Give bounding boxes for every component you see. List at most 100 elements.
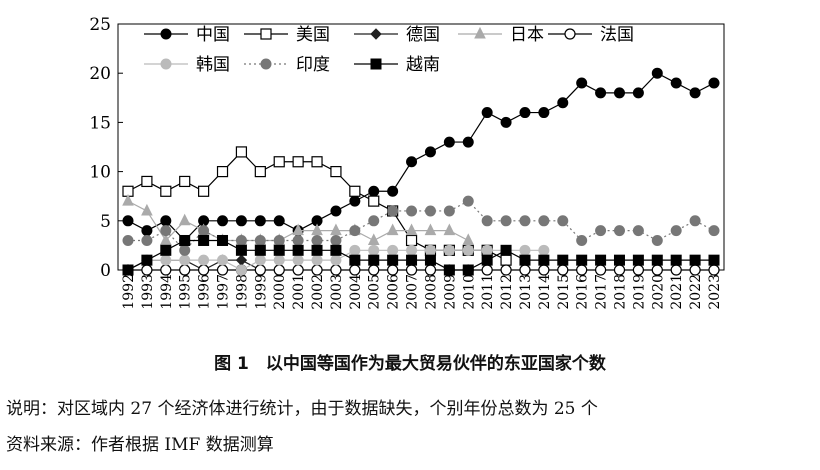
x-tick-label: 2016 (575, 274, 591, 310)
data-point (311, 223, 323, 236)
data-point (311, 244, 323, 256)
data-point (235, 264, 247, 276)
series-0 (122, 67, 720, 246)
data-point (217, 234, 229, 246)
data-point (330, 254, 342, 266)
data-point (424, 264, 437, 276)
data-point (141, 203, 153, 216)
data-point (474, 26, 486, 39)
data-point (311, 264, 323, 276)
data-point (670, 264, 682, 276)
data-point (406, 205, 418, 217)
data-point (613, 254, 625, 266)
data-point (178, 213, 191, 226)
legend-item: 印度 (244, 55, 330, 75)
data-point (424, 223, 437, 236)
data-point (406, 244, 418, 256)
data-point (273, 215, 285, 227)
data-point (576, 254, 588, 266)
data-point (368, 254, 380, 266)
x-tick-label: 1998 (234, 274, 250, 310)
line-chart: 0 5 10 15 20 25 1992 1993 1994 1995 1996 1997 1998 19… (89, 15, 725, 310)
data-point (254, 234, 266, 246)
data-point (160, 264, 172, 276)
data-point (613, 264, 626, 276)
data-point (519, 244, 531, 256)
data-point (481, 264, 493, 276)
data-point (670, 225, 682, 237)
data-point (141, 225, 153, 237)
data-point (500, 244, 512, 256)
data-point (557, 264, 569, 276)
data-point (141, 264, 153, 276)
data-point (179, 244, 191, 256)
data-point (122, 234, 134, 246)
x-tick-label: 2011 (480, 274, 496, 310)
data-point (576, 77, 588, 89)
chart-axes: 0 5 10 15 20 25 1992 1993 1994 1995 1996 1997 1998 19… (89, 15, 725, 310)
data-point (519, 107, 531, 119)
data-point (651, 234, 663, 246)
data-point (160, 28, 172, 40)
y-tick-label: 5 (100, 212, 111, 232)
data-point (500, 116, 512, 128)
data-point (387, 254, 399, 266)
series-line (128, 200, 715, 252)
x-tick-label: 2018 (612, 274, 628, 310)
legend-item: 德国 (354, 25, 440, 45)
data-point (292, 223, 304, 236)
data-point (462, 195, 474, 207)
data-point (689, 264, 701, 276)
data-point (254, 166, 266, 178)
data-point (443, 205, 455, 217)
data-point (557, 97, 569, 109)
data-point (235, 234, 247, 246)
data-point (462, 244, 474, 256)
data-point (387, 264, 399, 276)
data-point (273, 244, 285, 256)
x-tick-label: 2022 (688, 274, 704, 310)
data-point (260, 58, 272, 70)
data-point (576, 234, 588, 246)
series-6 (122, 195, 720, 256)
data-point (349, 185, 361, 197)
legend-item: 日本 (458, 25, 544, 45)
data-point (292, 254, 304, 266)
data-point (235, 146, 248, 158)
data-point (632, 264, 644, 276)
data-point (235, 254, 248, 266)
data-point (330, 234, 342, 246)
data-point (424, 146, 436, 158)
data-point (500, 254, 512, 266)
legend-item: 越南 (354, 55, 440, 75)
legend-item: 中国 (144, 25, 230, 45)
figure-note: 说明：对区域内 27 个经济体进行统计，由于数据缺失，个别年份总数为 25 个 (6, 399, 598, 419)
data-point (387, 185, 399, 197)
data-point (330, 244, 342, 256)
data-point (216, 166, 229, 178)
data-point (424, 244, 436, 256)
legend-item: 美国 (244, 25, 330, 45)
x-tick-label: 2013 (518, 274, 534, 310)
x-tick-label: 2021 (669, 274, 685, 310)
x-tick-label: 2001 (291, 274, 307, 310)
data-point (538, 264, 550, 276)
data-point (349, 195, 361, 207)
data-point (273, 156, 285, 168)
data-point (500, 264, 512, 276)
x-tick-label: 2004 (348, 274, 364, 310)
figure-source: 资料来源：作者根据 IMF 数据测算 (6, 435, 274, 455)
data-point (689, 215, 701, 227)
x-tick-label: 1996 (197, 274, 213, 310)
y-tick-label: 15 (89, 113, 111, 133)
data-point (368, 264, 380, 276)
legend-label: 印度 (296, 55, 330, 75)
data-point (198, 225, 210, 237)
figure-caption: 图 1 以中国等国作为最大贸易伙伴的东亚国家个数 (214, 354, 606, 374)
data-point (519, 264, 531, 276)
data-point (406, 254, 418, 266)
data-point (564, 28, 576, 40)
x-tick-label: 2010 (461, 274, 477, 310)
data-point (141, 234, 153, 246)
data-point (122, 194, 134, 206)
